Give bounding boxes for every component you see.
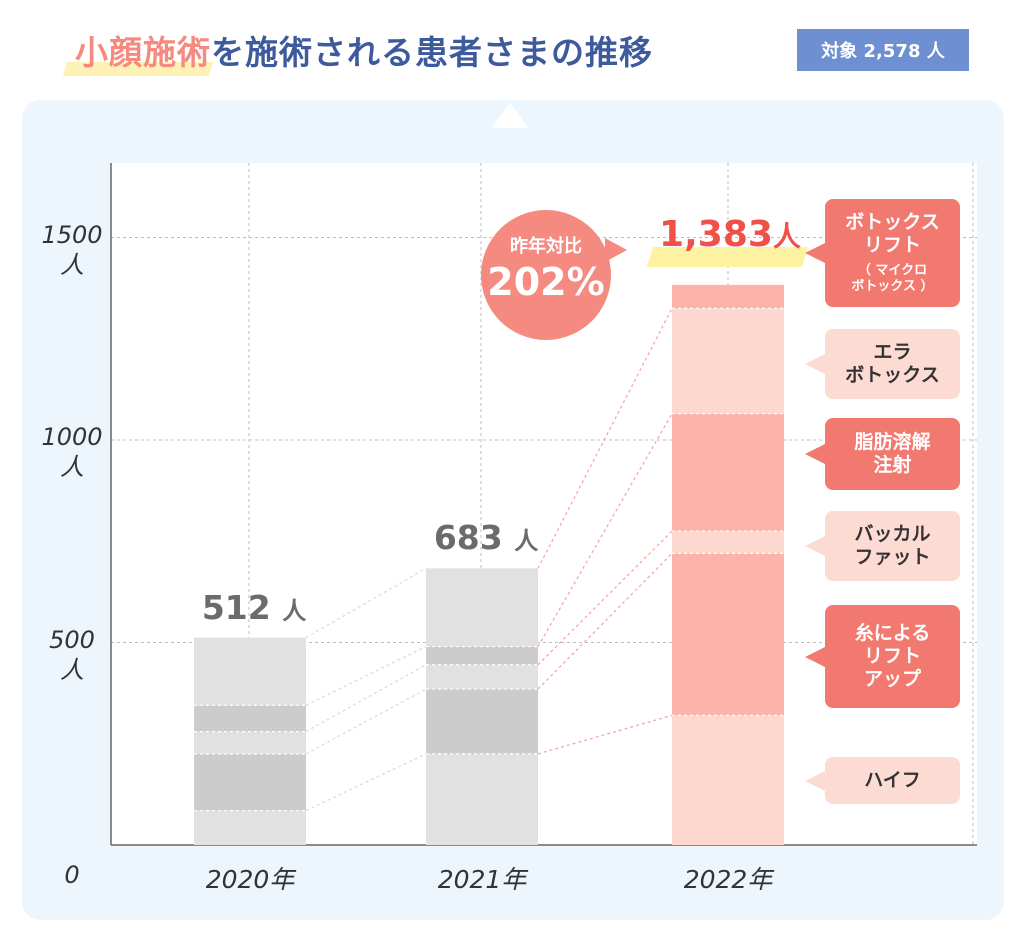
panel-notch (492, 102, 528, 128)
y-tick-label-0: 0 (27, 860, 117, 890)
callout-buccal: バッカル ファット (805, 511, 960, 581)
y-tick-unit: 人 (60, 453, 84, 481)
bar-segment-buccal-1 (426, 664, 538, 690)
callout-sublabel: （ マイクロ ボトックス ） (851, 262, 934, 294)
callout-label: 脂肪溶解 注射 (854, 431, 931, 476)
bar-segment-fat-2 (672, 413, 784, 532)
callout-fat: 脂肪溶解 注射 (805, 418, 960, 490)
page-title: 小顔施術を施術される患者さまの推移 (75, 26, 653, 74)
bar-segment-era-2 (672, 308, 784, 414)
bar-segment-era-1 (426, 568, 538, 647)
connector-era-0 (305, 567, 427, 639)
bar-segment-buccal-2 (672, 531, 784, 554)
y-tick-label-500: 500 人 (27, 625, 117, 685)
connector-hifu-0 (305, 753, 427, 812)
bar-segment-era-0 (194, 637, 306, 706)
y-tick-number: 1500 (41, 220, 103, 249)
bar-segment-hifu-1 (426, 753, 538, 845)
callout-botox_lift: ボトックス リフト （ マイクロ ボトックス ） (805, 199, 960, 307)
bar-segment-thread-0 (194, 753, 306, 811)
bar-segment-buccal-0 (194, 731, 306, 754)
y-tick-label-1500: 1500 人 (27, 220, 117, 280)
callout-hifu: ハイフ (805, 757, 960, 804)
yoy-value: 202% (487, 260, 605, 304)
callout-label: 糸による リフト アップ (854, 622, 931, 690)
bar-segment-hifu-2 (672, 715, 784, 845)
total-number: 512 (201, 587, 283, 627)
bar-segment-thread-2 (672, 553, 784, 716)
callout-era: エラ ボトックス (805, 329, 960, 399)
total-label-1: 683 人 (386, 518, 586, 557)
total-unit: 人 (514, 527, 539, 556)
callout-label: ハイフ (864, 769, 921, 792)
header: 小顔施術を施術される患者さまの推移 対象 2,578 人 (0, 20, 1024, 80)
connector-thread-0 (305, 688, 427, 755)
connector-buccal-0 (305, 664, 427, 733)
y-tick-number: 0 (64, 861, 80, 889)
y-tick-label-1000: 1000 人 (27, 422, 117, 482)
total-unit: 人 (282, 596, 307, 625)
yoy-label: 昨年対比 (510, 236, 582, 257)
connector-thread-1 (537, 552, 673, 690)
y-tick-number: 1000 (41, 423, 103, 451)
connector-fat-1 (537, 413, 673, 647)
connector-buccal-1 (537, 530, 673, 666)
total-number: 1,383 (659, 214, 773, 255)
bar-segment-fat-1 (426, 646, 538, 665)
callout-label: エラ ボトックス (845, 341, 940, 386)
total-unit: 人 (772, 220, 801, 253)
bar-segment-thread-1 (426, 689, 538, 754)
title-rest: を施術される患者さまの推移 (211, 33, 653, 72)
target-count-badge: 対象 2,578 人 (797, 29, 969, 71)
connector-fat-0 (305, 646, 427, 706)
callout-label: バッカル ファット (854, 523, 931, 568)
connector-era-1 (537, 308, 673, 569)
y-tick-number: 500 (49, 625, 95, 654)
year-over-year-badge: 昨年対比 202% (481, 210, 627, 340)
x-tick-label-2: 2022年 (683, 865, 773, 894)
x-tick-label-0: 2020年 (205, 865, 295, 894)
total-label-0: 512 人 (154, 588, 354, 627)
bar-segment-fat-0 (194, 705, 306, 732)
title-highlight: 小顔施術 (75, 33, 211, 72)
x-tick-label-1: 2021年 (437, 865, 527, 894)
total-label-2022: 1,383人 (640, 214, 820, 255)
total-number: 683 (433, 518, 515, 558)
bar-segment-botox_lift-2 (672, 284, 784, 309)
y-tick-unit: 人 (60, 655, 84, 684)
connector-hifu-1 (537, 714, 673, 755)
callout-label: ボトックス リフト (845, 210, 940, 256)
bar-segment-hifu-0 (194, 810, 306, 845)
y-tick-unit: 人 (60, 250, 84, 279)
callout-thread: 糸による リフト アップ (805, 605, 960, 708)
